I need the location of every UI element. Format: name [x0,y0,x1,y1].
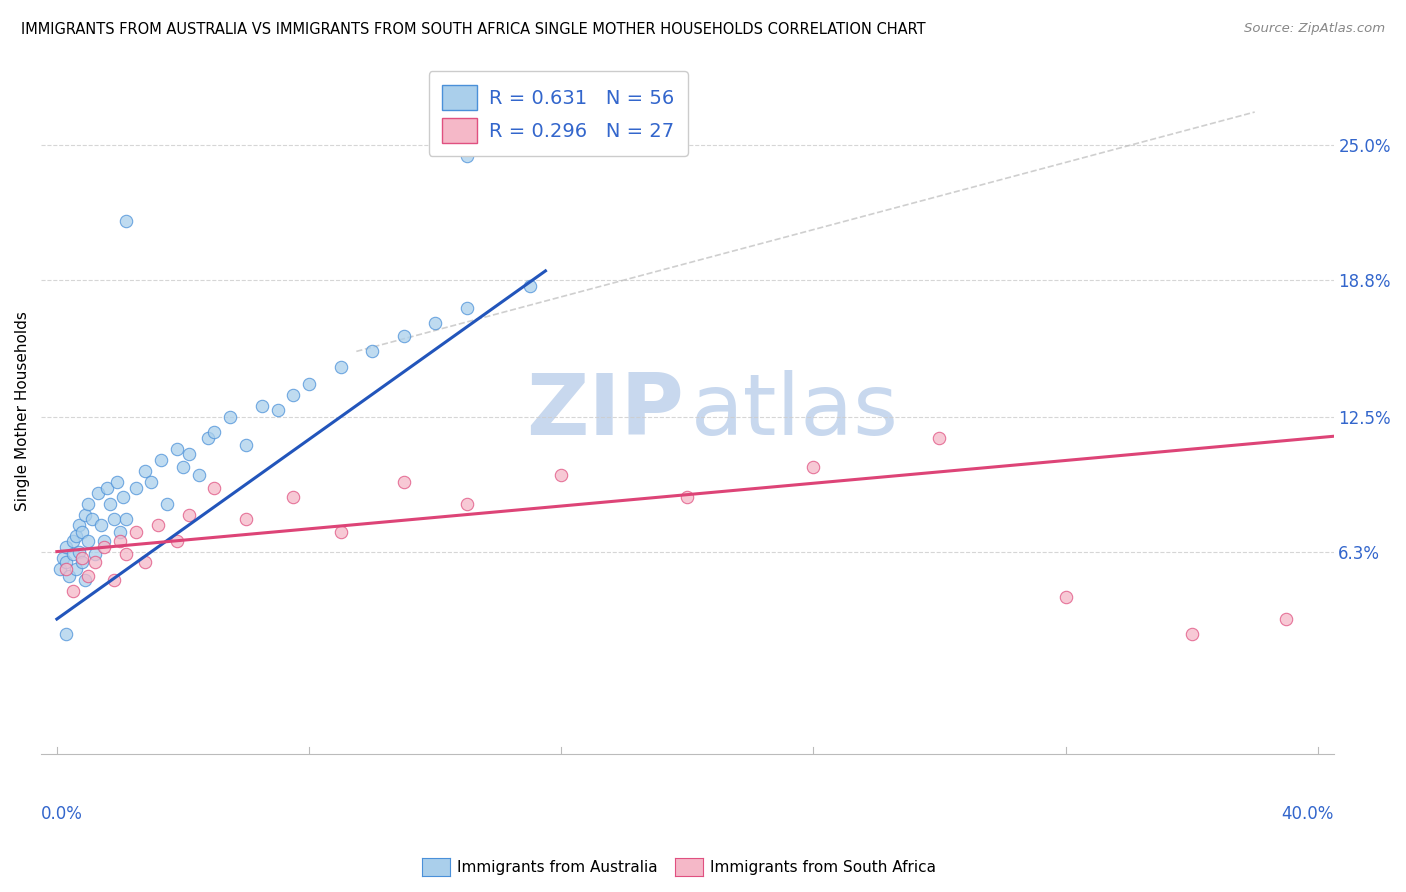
Point [58,568,80,582]
Point [108,533,131,548]
Point [70,524,93,539]
Point [676,490,699,504]
Point [75,508,97,522]
Point [456,148,478,162]
Point [65,529,87,543]
Point [392,329,415,343]
Text: ZIP: ZIP [526,370,683,453]
Point [70,556,93,570]
Point [235,438,257,452]
Point [204,482,226,496]
Point [1181,627,1204,641]
Point [146,518,169,533]
Text: 40.0%: 40.0% [1281,805,1333,823]
Point [62,583,84,598]
Point [204,425,226,439]
Point [55,627,77,641]
Text: IMMIGRANTS FROM AUSTRALIA VS IMMIGRANTS FROM SOUTH AFRICA SINGLE MOTHER HOUSEHOL: IMMIGRANTS FROM AUSTRALIA VS IMMIGRANTS … [21,22,925,37]
Point [1275,612,1298,626]
Point [456,301,478,315]
Point [197,432,219,446]
Point [187,468,209,483]
Point [219,409,242,424]
Point [103,512,125,526]
Point [67,518,90,533]
Point [298,377,321,392]
Point [70,551,93,566]
Point [519,279,541,293]
Point [928,432,950,446]
Point [266,403,288,417]
Point [65,562,87,576]
Point [93,541,115,555]
Point [1054,591,1077,605]
Point [112,490,135,504]
Point [55,541,77,555]
Point [166,442,188,457]
Text: Immigrants from Australia: Immigrants from Australia [457,860,658,874]
Point [124,482,146,496]
Point [166,533,188,548]
Point [77,568,100,582]
Point [156,497,179,511]
Point [49,562,72,576]
Point [803,459,825,474]
Point [550,468,572,483]
Point [179,447,201,461]
Point [115,547,138,561]
Point [103,573,125,587]
Point [115,214,138,228]
Point [134,464,156,478]
Point [62,547,84,561]
Point [105,475,128,489]
Point [55,556,77,570]
Point [75,573,97,587]
Legend: R = 0.631   N = 56, R = 0.296   N = 27: R = 0.631 N = 56, R = 0.296 N = 27 [429,71,688,156]
Point [77,533,100,548]
Point [329,524,352,539]
Point [423,316,446,330]
Text: 0.0%: 0.0% [41,805,83,823]
Text: Immigrants from South Africa: Immigrants from South Africa [710,860,936,874]
Point [87,486,110,500]
Point [361,344,384,359]
Point [62,533,84,548]
Point [172,459,194,474]
Point [77,497,100,511]
Point [83,547,105,561]
Text: Source: ZipAtlas.com: Source: ZipAtlas.com [1244,22,1385,36]
Point [90,518,112,533]
Text: atlas: atlas [692,370,900,453]
Y-axis label: Single Mother Households: Single Mother Households [15,311,30,511]
Point [115,512,138,526]
Point [67,544,90,558]
Point [93,533,115,548]
Point [250,399,273,413]
Point [235,512,257,526]
Point [141,475,163,489]
Point [124,524,146,539]
Point [52,551,75,566]
Point [96,482,118,496]
Point [149,453,172,467]
Point [283,388,305,402]
Point [80,512,103,526]
Point [179,508,201,522]
Point [100,497,122,511]
Point [392,475,415,489]
Point [134,556,156,570]
Point [108,524,131,539]
Point [83,556,105,570]
Point [456,497,478,511]
Point [283,490,305,504]
Point [329,359,352,374]
Point [55,562,77,576]
